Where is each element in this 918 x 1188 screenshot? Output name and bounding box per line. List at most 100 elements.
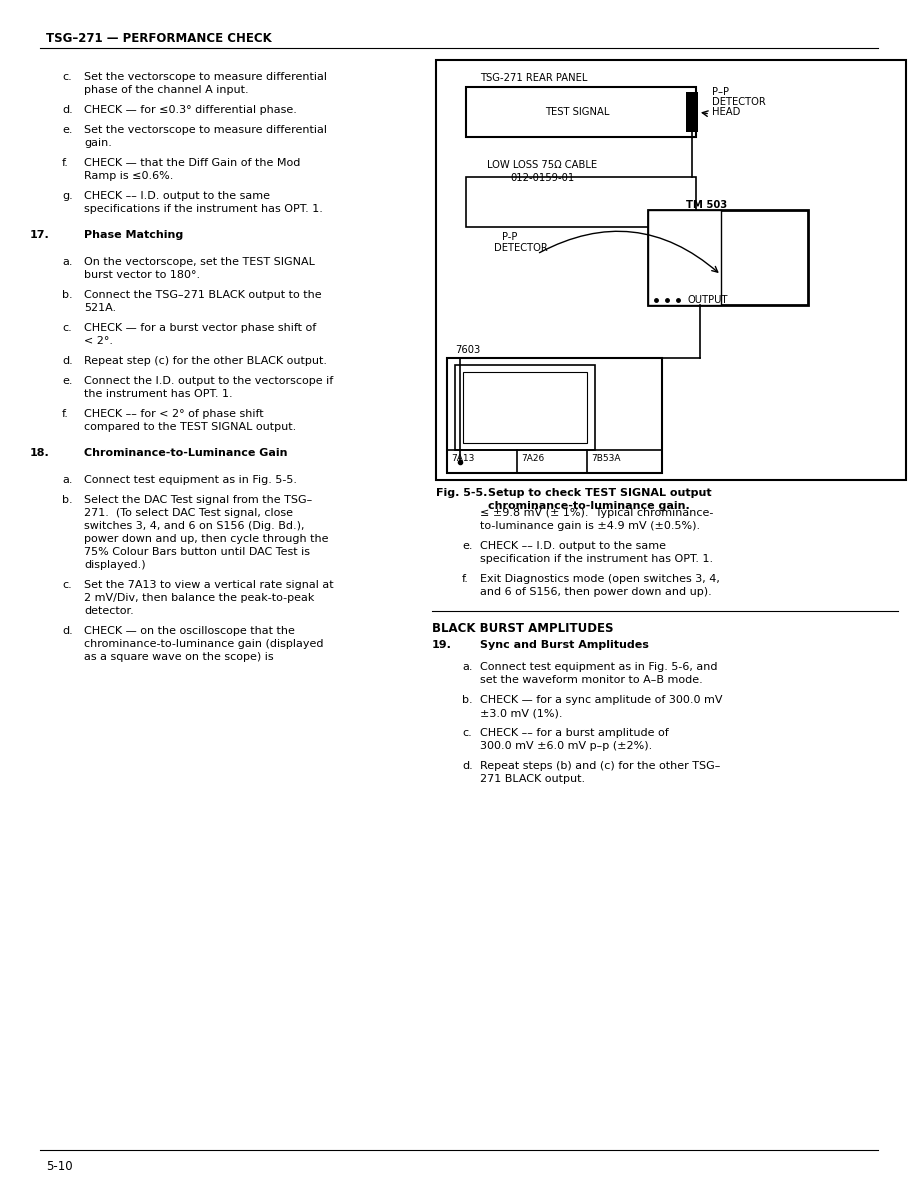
Text: chrominance-to-luminance gain.: chrominance-to-luminance gain. xyxy=(488,501,689,511)
Text: c.: c. xyxy=(62,72,72,82)
Text: e.: e. xyxy=(62,375,73,386)
Text: Repeat step (c) for the other BLACK output.: Repeat step (c) for the other BLACK outp… xyxy=(84,356,327,366)
Text: DETECTOR: DETECTOR xyxy=(712,97,766,107)
Text: specifications if the instrument has OPT. 1.: specifications if the instrument has OPT… xyxy=(84,204,323,214)
Text: DETECTOR: DETECTOR xyxy=(494,244,548,253)
Text: Chrominance-to-Luminance Gain: Chrominance-to-Luminance Gain xyxy=(84,448,287,459)
Bar xyxy=(466,87,696,137)
Text: 18.: 18. xyxy=(30,448,50,459)
Text: CHECK –– for < 2° of phase shift: CHECK –– for < 2° of phase shift xyxy=(84,409,263,419)
Bar xyxy=(436,61,906,480)
Text: chrominance-to-luminance gain (displayed: chrominance-to-luminance gain (displayed xyxy=(84,639,323,649)
Text: ±3.0 mV (1%).: ±3.0 mV (1%). xyxy=(480,708,563,718)
Text: Connect test equipment as in Fig. 5-6, and: Connect test equipment as in Fig. 5-6, a… xyxy=(480,662,718,672)
Text: TM 503: TM 503 xyxy=(686,200,727,210)
Text: as a square wave on the scope) is: as a square wave on the scope) is xyxy=(84,652,274,662)
Text: b.: b. xyxy=(62,290,73,301)
Text: 300.0 mV ±6.0 mV p–p (±2%).: 300.0 mV ±6.0 mV p–p (±2%). xyxy=(480,741,653,751)
Text: 7A13: 7A13 xyxy=(451,454,475,463)
Text: compared to the TEST SIGNAL output.: compared to the TEST SIGNAL output. xyxy=(84,422,297,432)
Text: On the vectorscope, set the TEST SIGNAL: On the vectorscope, set the TEST SIGNAL xyxy=(84,257,315,267)
Text: f.: f. xyxy=(462,574,469,584)
Text: a.: a. xyxy=(62,257,73,267)
Text: 7A26: 7A26 xyxy=(521,454,544,463)
Text: 7603: 7603 xyxy=(455,345,480,355)
Text: d.: d. xyxy=(62,105,73,115)
Text: TEST SIGNAL: TEST SIGNAL xyxy=(545,107,610,116)
Bar xyxy=(463,372,587,443)
Text: P–P: P–P xyxy=(712,87,729,97)
Text: Sync and Burst Amplitudes: Sync and Burst Amplitudes xyxy=(480,640,649,650)
Text: phase of the channel A input.: phase of the channel A input. xyxy=(84,86,249,95)
Text: Connect the I.D. output to the vectorscope if: Connect the I.D. output to the vectorsco… xyxy=(84,375,333,386)
Text: 17.: 17. xyxy=(30,230,50,240)
Text: P-P: P-P xyxy=(502,232,518,242)
Text: switches 3, 4, and 6 on S156 (Dig. Bd.),: switches 3, 4, and 6 on S156 (Dig. Bd.), xyxy=(84,522,305,531)
Text: b.: b. xyxy=(62,495,73,505)
Text: e.: e. xyxy=(462,541,473,551)
Text: CHECK — that the Diff Gain of the Mod: CHECK — that the Diff Gain of the Mod xyxy=(84,158,300,168)
Text: 19.: 19. xyxy=(432,640,452,650)
Text: Phase Matching: Phase Matching xyxy=(84,230,184,240)
Bar xyxy=(455,365,595,450)
Text: < 2°.: < 2°. xyxy=(84,336,113,346)
Text: CHECK — for ≤0.3° differential phase.: CHECK — for ≤0.3° differential phase. xyxy=(84,105,297,115)
Text: OUTPUT: OUTPUT xyxy=(688,295,729,305)
Text: gain.: gain. xyxy=(84,138,112,148)
Text: Select the DAC Test signal from the TSG–: Select the DAC Test signal from the TSG– xyxy=(84,495,312,505)
Text: CHECK — for a sync amplitude of 300.0 mV: CHECK — for a sync amplitude of 300.0 mV xyxy=(480,695,722,704)
Text: the instrument has OPT. 1.: the instrument has OPT. 1. xyxy=(84,388,232,399)
Bar xyxy=(447,358,662,473)
Text: 5-10: 5-10 xyxy=(46,1159,73,1173)
Bar xyxy=(466,177,696,227)
Text: burst vector to 180°.: burst vector to 180°. xyxy=(84,270,200,280)
Text: Set the vectorscope to measure differential: Set the vectorscope to measure different… xyxy=(84,72,327,82)
Text: 2 mV/Div, then balance the peak-to-peak: 2 mV/Div, then balance the peak-to-peak xyxy=(84,593,314,604)
Text: c.: c. xyxy=(462,728,472,738)
Text: HEAD: HEAD xyxy=(712,107,741,116)
Text: ≤ ±9.8 mV (± 1%).  Typical chrominance-: ≤ ±9.8 mV (± 1%). Typical chrominance- xyxy=(480,508,713,518)
Text: Fig. 5-5.: Fig. 5-5. xyxy=(436,488,487,498)
Text: Set the 7A13 to view a vertical rate signal at: Set the 7A13 to view a vertical rate sig… xyxy=(84,580,333,590)
Text: Ramp is ≤0.6%.: Ramp is ≤0.6%. xyxy=(84,171,174,181)
Text: a.: a. xyxy=(462,662,473,672)
Text: CHECK –– I.D. output to the same: CHECK –– I.D. output to the same xyxy=(480,541,666,551)
Text: TSG–271 — PERFORMANCE CHECK: TSG–271 — PERFORMANCE CHECK xyxy=(46,32,272,45)
Text: BLACK BURST AMPLITUDES: BLACK BURST AMPLITUDES xyxy=(432,623,613,636)
Text: d.: d. xyxy=(62,356,73,366)
Text: Setup to check TEST SIGNAL output: Setup to check TEST SIGNAL output xyxy=(488,488,711,498)
Text: b.: b. xyxy=(462,695,473,704)
Text: Connect the TSG–271 BLACK output to the: Connect the TSG–271 BLACK output to the xyxy=(84,290,321,301)
Text: displayed.): displayed.) xyxy=(84,560,146,570)
Text: detector.: detector. xyxy=(84,606,134,617)
Text: specification if the instrument has OPT. 1.: specification if the instrument has OPT.… xyxy=(480,554,713,564)
Text: Repeat steps (b) and (c) for the other TSG–: Repeat steps (b) and (c) for the other T… xyxy=(480,762,721,771)
Text: Set the vectorscope to measure differential: Set the vectorscope to measure different… xyxy=(84,125,327,135)
Text: d.: d. xyxy=(62,626,73,636)
Text: CHECK –– for a burst amplitude of: CHECK –– for a burst amplitude of xyxy=(480,728,668,738)
Text: f.: f. xyxy=(62,158,69,168)
Text: power down and up, then cycle through the: power down and up, then cycle through th… xyxy=(84,533,329,544)
Text: d.: d. xyxy=(462,762,473,771)
Text: TSG-271 REAR PANEL: TSG-271 REAR PANEL xyxy=(480,72,588,83)
Text: 75% Colour Bars button until DAC Test is: 75% Colour Bars button until DAC Test is xyxy=(84,546,310,557)
Text: f.: f. xyxy=(62,409,69,419)
Text: 521A.: 521A. xyxy=(84,303,116,312)
Text: set the waveform monitor to A–B mode.: set the waveform monitor to A–B mode. xyxy=(480,675,703,685)
Bar xyxy=(648,210,721,305)
Text: 271.  (To select DAC Test signal, close: 271. (To select DAC Test signal, close xyxy=(84,508,293,518)
Text: g.: g. xyxy=(62,191,73,201)
Text: e.: e. xyxy=(62,125,73,135)
Text: LOW LOSS 75Ω CABLE: LOW LOSS 75Ω CABLE xyxy=(487,160,597,170)
Text: CHECK –– I.D. output to the same: CHECK –– I.D. output to the same xyxy=(84,191,270,201)
Text: a.: a. xyxy=(62,475,73,485)
Text: CHECK — on the oscilloscope that the: CHECK — on the oscilloscope that the xyxy=(84,626,295,636)
Text: 7B53A: 7B53A xyxy=(591,454,621,463)
Bar xyxy=(648,210,808,305)
Text: Connect test equipment as in Fig. 5-5.: Connect test equipment as in Fig. 5-5. xyxy=(84,475,297,485)
Text: 012-0159-01: 012-0159-01 xyxy=(510,173,575,183)
Text: 271 BLACK output.: 271 BLACK output. xyxy=(480,775,585,784)
Text: Exit Diagnostics mode (open switches 3, 4,: Exit Diagnostics mode (open switches 3, … xyxy=(480,574,720,584)
Text: to-luminance gain is ±4.9 mV (±0.5%).: to-luminance gain is ±4.9 mV (±0.5%). xyxy=(480,522,700,531)
Text: c.: c. xyxy=(62,323,72,333)
